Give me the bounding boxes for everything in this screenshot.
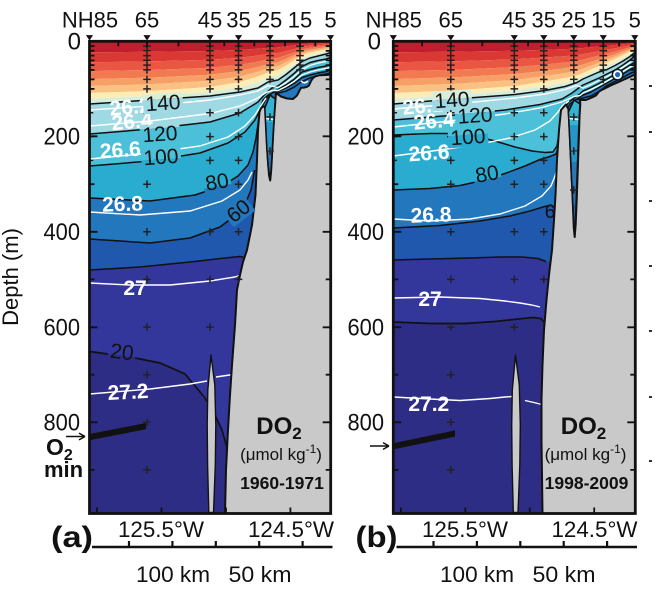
svg-text:100: 100 [450, 125, 487, 150]
svg-text:45: 45 [198, 8, 222, 33]
svg-text:65: 65 [135, 8, 159, 33]
svg-text:50 km: 50 km [533, 562, 596, 587]
svg-text:27: 27 [418, 288, 441, 311]
svg-text:26.8: 26.8 [410, 203, 452, 227]
svg-text:200: 200 [348, 123, 385, 150]
svg-text:125.5°W: 125.5°W [422, 517, 508, 542]
svg-text:120: 120 [457, 103, 494, 128]
svg-text:400: 400 [348, 219, 385, 246]
svg-text:100 km: 100 km [440, 562, 514, 587]
svg-text:(μmol kg-1): (μmol kg-1) [545, 442, 627, 464]
svg-text:140: 140 [145, 91, 182, 116]
svg-text:min: min [44, 457, 83, 482]
svg-text:600: 600 [348, 314, 385, 341]
svg-text:800: 800 [348, 409, 385, 436]
svg-text:27: 27 [123, 277, 146, 300]
svg-text:0: 0 [68, 29, 81, 56]
svg-text:(μmol kg-1): (μmol kg-1) [240, 442, 322, 464]
svg-text:NH85: NH85 [366, 8, 422, 33]
svg-text:600: 600 [44, 314, 81, 341]
svg-text:25: 25 [562, 8, 586, 33]
svg-text:125.5°W: 125.5°W [118, 517, 204, 542]
svg-text:45: 45 [502, 8, 526, 33]
svg-text:124.5°W: 124.5°W [248, 517, 334, 542]
svg-text:0: 0 [368, 29, 381, 56]
svg-text:5: 5 [629, 8, 641, 33]
svg-text:35: 35 [226, 8, 250, 33]
svg-text:35: 35 [532, 8, 556, 33]
svg-text:26.8: 26.8 [102, 192, 144, 216]
svg-text:124.5°W: 124.5°W [552, 517, 638, 542]
svg-text:25: 25 [258, 8, 282, 33]
svg-text:65: 65 [439, 8, 463, 33]
svg-text:1998-2009: 1998-2009 [545, 473, 629, 493]
svg-text:6: 6 [545, 202, 556, 223]
svg-text:80: 80 [474, 161, 501, 188]
svg-text:27.2: 27.2 [408, 393, 449, 416]
svg-text:100: 100 [143, 145, 180, 170]
svg-text:200: 200 [44, 123, 81, 150]
svg-text:(b): (b) [356, 521, 398, 554]
svg-text:80: 80 [204, 169, 231, 196]
svg-text:26.6: 26.6 [99, 138, 141, 164]
svg-text:400: 400 [44, 219, 81, 246]
svg-text:20: 20 [109, 340, 135, 366]
svg-text:Depth (m): Depth (m) [0, 228, 23, 326]
svg-text:5: 5 [324, 8, 336, 33]
svg-text:50 km: 50 km [229, 562, 292, 587]
svg-text:800: 800 [44, 409, 81, 436]
svg-text:120: 120 [142, 122, 179, 147]
svg-text:15: 15 [288, 8, 312, 33]
svg-text:1960-1971: 1960-1971 [240, 473, 324, 493]
svg-text:26.6: 26.6 [408, 141, 450, 167]
svg-text:27.2: 27.2 [107, 380, 149, 405]
svg-text:NH85: NH85 [62, 8, 118, 33]
svg-text:(a): (a) [51, 521, 93, 554]
svg-text:15: 15 [591, 8, 615, 33]
svg-text:100 km: 100 km [136, 562, 210, 587]
